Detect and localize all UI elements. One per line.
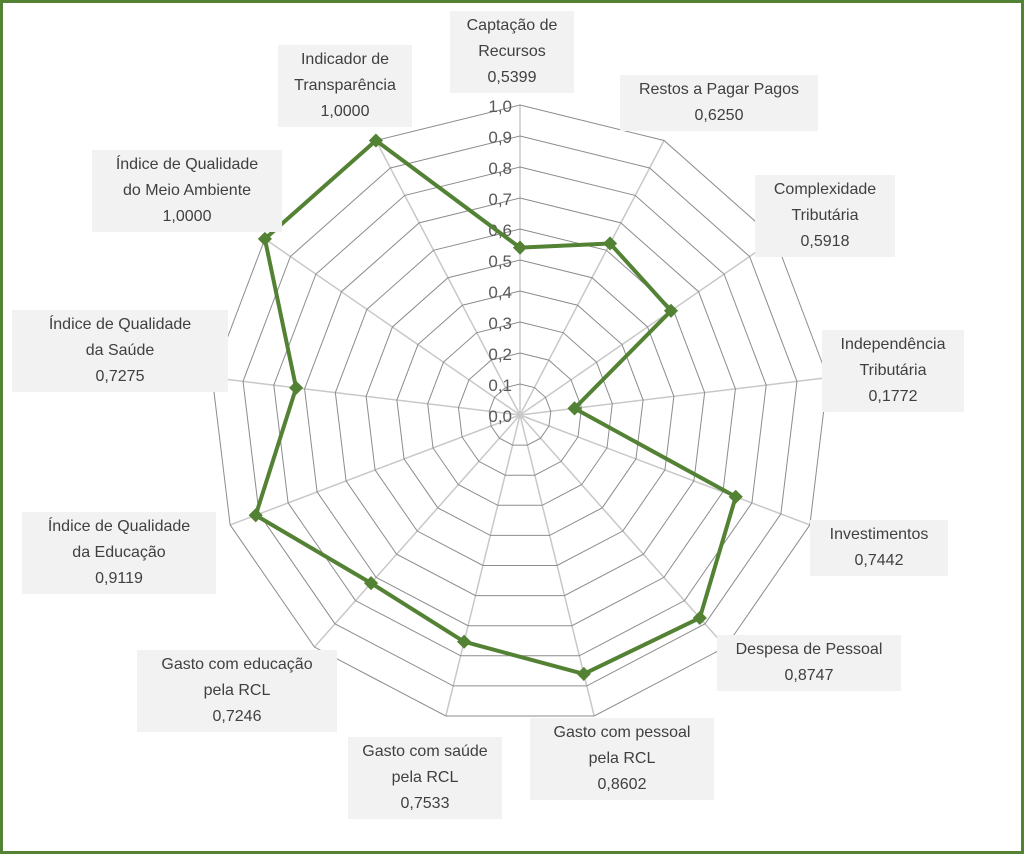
- tick-label: 0,0: [488, 407, 512, 426]
- category-name: Transparência: [294, 77, 396, 94]
- category-name: Tributária: [859, 362, 927, 379]
- data-point: [457, 634, 472, 649]
- category-name: da Educação: [72, 544, 166, 561]
- category-label: Gasto com pessoal pela RCL 0,8602: [530, 718, 714, 800]
- data-label: 0,5399: [487, 69, 537, 86]
- data-label: 1,0000: [162, 208, 212, 225]
- data-point: [363, 576, 379, 591]
- data-point: [289, 380, 304, 395]
- category-name: pela RCL: [391, 769, 459, 786]
- data-label: 0,7246: [212, 708, 262, 725]
- category-name: Gasto com saúde: [362, 743, 488, 760]
- data-label: 0,1772: [868, 388, 918, 405]
- category-label: Despesa de Pessoal 0,8747: [717, 635, 901, 691]
- tick-label: 0,4: [488, 283, 512, 302]
- tick-label: 0,3: [488, 314, 512, 333]
- category-name: Restos a Pagar Pagos: [638, 81, 800, 98]
- category-label: Gasto com educação pela RCL 0,7246: [137, 650, 337, 732]
- category-name: Indicador de: [300, 51, 390, 68]
- data-label: 0,8602: [597, 776, 647, 793]
- data-point: [728, 489, 743, 504]
- tick-label: 0,1: [488, 376, 512, 395]
- category-label: Índice de Qualidade da Saúde 0,7275: [12, 310, 228, 392]
- category-label: Gasto com saúde pela RCL 0,7533: [348, 737, 502, 819]
- grid-ring: [427, 321, 613, 506]
- data-label: 0,7533: [400, 795, 450, 812]
- category-name: Captação de: [466, 17, 558, 34]
- category-name: do Meio Ambiente: [122, 182, 252, 199]
- category-name: Índice de Qualidade: [115, 156, 259, 173]
- category-label: Independência Tributária 0,1772: [822, 330, 964, 412]
- grid-ring: [488, 383, 552, 446]
- tick-label: 0,9: [488, 128, 512, 147]
- category-label: Índice de Qualidade do Meio Ambiente 1,000…: [92, 150, 282, 232]
- data-point: [602, 236, 618, 251]
- category-name: Gasto com pessoal: [553, 724, 691, 741]
- data-point: [663, 303, 679, 318]
- data-point: [692, 610, 707, 626]
- grid-ring: [211, 104, 829, 717]
- tick-label: 0,2: [488, 345, 512, 364]
- data-point: [567, 401, 582, 416]
- data-label: 0,6250: [694, 107, 744, 124]
- category-label: Complexidade Tributária 0,5918: [755, 175, 895, 257]
- data-label: 1,0000: [320, 103, 370, 120]
- data-point: [248, 508, 263, 523]
- tick-label: 1,0: [488, 97, 512, 116]
- category-name: Investimentos: [829, 526, 929, 543]
- category-name: Tributária: [791, 207, 859, 224]
- category-name: Despesa de Pessoal: [735, 641, 883, 658]
- category-name: pela RCL: [203, 682, 271, 699]
- category-name: Recursos: [478, 43, 546, 60]
- category-name: Índice de Qualidade: [48, 316, 192, 333]
- tick-label: 0,8: [488, 159, 512, 178]
- category-name: pela RCL: [588, 750, 656, 767]
- category-name: da Saúde: [85, 342, 155, 359]
- data-label: 0,7442: [854, 552, 904, 569]
- grid-ring: [242, 135, 798, 687]
- tick-label: 0,7: [488, 190, 512, 209]
- category-name: Gasto com educação: [161, 656, 313, 673]
- category-name: Complexidade: [773, 181, 877, 198]
- data-label: 0,9119: [95, 570, 143, 587]
- series-line: [253, 138, 738, 676]
- tick-label: 0,5: [488, 252, 512, 271]
- radar-chart: 0,00,10,20,30,40,50,60,70,80,91,0: [211, 97, 829, 717]
- grid-ring: [365, 259, 675, 566]
- grid-ring: [304, 197, 736, 627]
- data-label: 0,7275: [95, 368, 145, 385]
- data-label: 0,5918: [800, 233, 850, 250]
- data-point: [257, 231, 272, 246]
- category-label: Índice de Qualidade da Educação 0,9119: [22, 512, 216, 594]
- category-label: Captação de Recursos 0,5399: [450, 11, 574, 93]
- data-label: 0,8747: [784, 667, 834, 684]
- grid-ring: [334, 228, 706, 597]
- category-label: Investimentos 0,7442: [810, 520, 948, 576]
- data-point: [368, 133, 384, 148]
- category-label: Indicador de Transparência 1,0000: [278, 45, 412, 127]
- data-point: [576, 666, 591, 681]
- category-name: Independência: [840, 336, 946, 353]
- data-point: [512, 240, 528, 255]
- category-name: Índice de Qualidade: [47, 518, 191, 535]
- grid-ring: [396, 290, 644, 536]
- category-label: Restos a Pagar Pagos 0,6250: [620, 75, 818, 131]
- grid-ring: [457, 352, 583, 476]
